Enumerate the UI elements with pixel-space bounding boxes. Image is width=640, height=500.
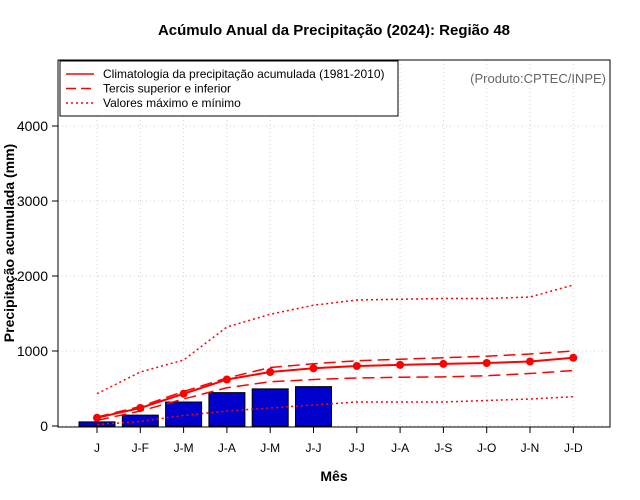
climatology-point — [136, 404, 145, 412]
climatology-point — [439, 359, 448, 368]
climatology-point — [93, 413, 101, 422]
plot-frame — [57, 59, 611, 428]
x-tick-label: J-F — [132, 441, 149, 455]
series-line — [96, 369, 574, 422]
x-axis-ticks: J J-F J-M J-A J-M J-J J-J J-A J-S J-O J-N J-D — [94, 427, 583, 455]
legend-entry-label: Tercis superior e inferior — [103, 82, 231, 96]
x-tick-label: J-O — [477, 441, 496, 455]
grid-lines — [58, 60, 610, 427]
climatology-point — [309, 364, 318, 373]
y-tick-label: 1000 — [17, 343, 48, 359]
x-tick-label: J-A — [218, 441, 236, 455]
y-tick-label: 2000 — [17, 268, 48, 284]
observed-bars — [78, 386, 332, 427]
series-line — [96, 356, 574, 419]
climatology-point — [396, 360, 405, 369]
series-line — [96, 350, 574, 418]
x-tick-label: J-J — [349, 441, 365, 455]
y-axis-label: Precipitação acumulada (mm) — [1, 144, 17, 342]
x-tick-label: J-D — [564, 441, 583, 455]
legend-entry-label: Climatologia da precipitação acumulada (… — [103, 67, 385, 81]
x-tick-label: J-A — [391, 441, 409, 455]
observed-bar — [295, 386, 332, 427]
observed-bar — [208, 392, 246, 427]
climatology-point — [569, 353, 578, 362]
series-lines — [96, 284, 574, 426]
x-tick-label: J-N — [521, 441, 540, 455]
climatology-point — [179, 389, 188, 398]
x-tick-label: J-J — [306, 441, 322, 455]
y-tick-label: 4000 — [17, 118, 48, 134]
climatology-point — [482, 359, 491, 367]
y-axis-ticks: 0 1000 2000 3000 4000 — [17, 118, 58, 434]
climatology-point — [222, 375, 231, 384]
x-tick-label: J-S — [434, 441, 452, 455]
legend: Climatologia da precipitação acumulada (… — [59, 60, 399, 117]
chart-title: Acúmulo Anual da Precipitação (2024): Re… — [158, 22, 510, 39]
x-tick-label: J — [94, 441, 100, 455]
y-tick-label: 0 — [40, 418, 48, 434]
observed-bar — [165, 401, 203, 427]
climatology-point — [266, 368, 275, 376]
series-line — [96, 284, 574, 395]
y-tick-label: 3000 — [17, 193, 48, 209]
climatology-point — [352, 362, 361, 370]
x-axis-label: Mês — [320, 468, 347, 484]
climatology-point — [526, 357, 534, 366]
legend-entry-label: Valores máximo e mínimo — [103, 96, 241, 110]
legend-box — [59, 60, 399, 117]
climatology-markers — [93, 353, 578, 422]
observed-bar — [121, 414, 159, 427]
source-label: (Produto:CPTEC/INPE) — [470, 71, 606, 86]
x-tick-label: J-M — [174, 441, 194, 455]
x-tick-label: J-M — [260, 441, 280, 455]
